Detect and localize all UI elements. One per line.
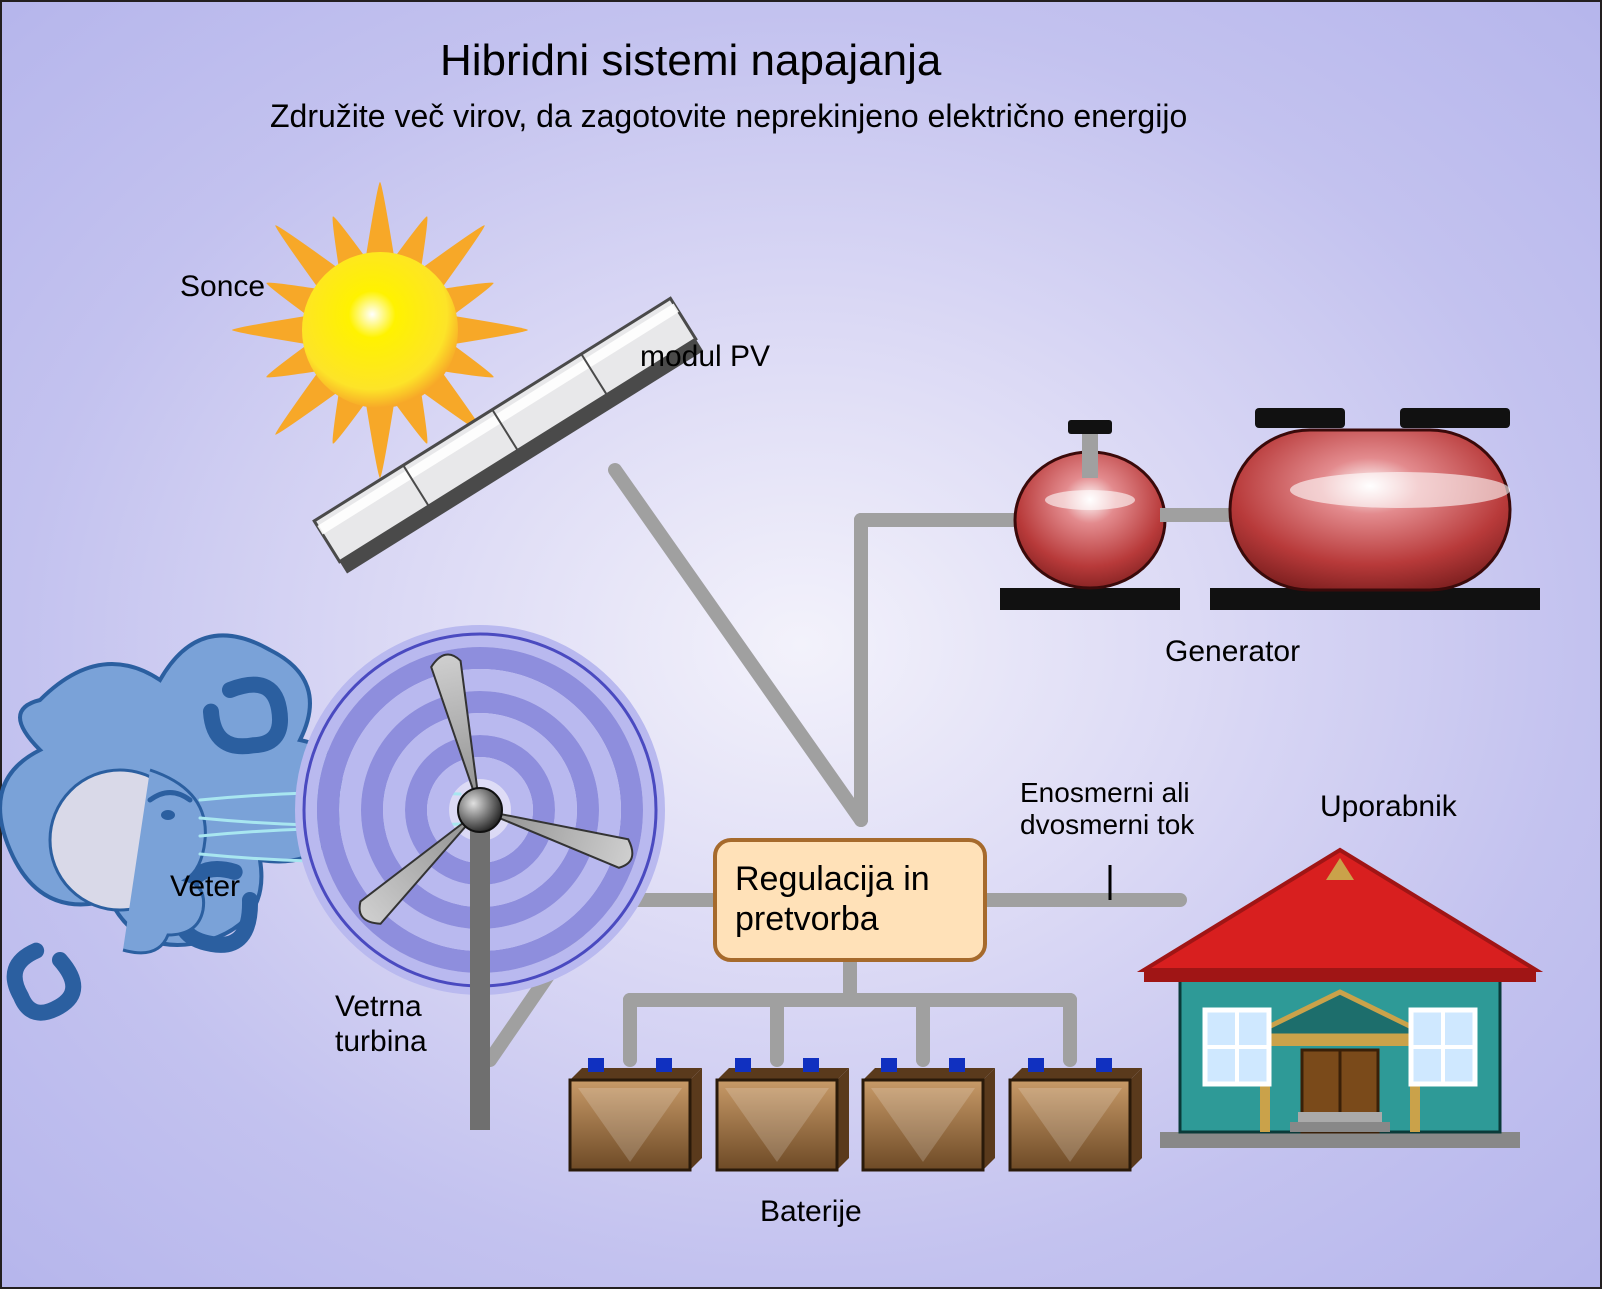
- wind-label: Veter: [170, 870, 240, 905]
- generator-label: Generator: [1165, 635, 1300, 670]
- pv-label: modul PV: [640, 340, 770, 375]
- sun-label: Sonce: [180, 270, 265, 305]
- user-label: Uporabnik: [1320, 790, 1457, 825]
- title-text: Hibridni sistemi napajanja: [440, 36, 941, 87]
- flow-label: Enosmerni ali dvosmerni tok: [1020, 777, 1194, 841]
- diagram-svg: Regulacija inpretvorba: [0, 0, 1602, 1289]
- diagram-stage: Regulacija inpretvorba Hibridni sistemi …: [0, 0, 1602, 1289]
- turbine-label: Vetrna turbina: [335, 990, 427, 1059]
- subtitle-text: Združite več virov, da zagotovite neprek…: [270, 98, 1187, 135]
- batteries-label: Baterije: [760, 1195, 862, 1230]
- regulator-box: Regulacija inpretvorba: [715, 840, 985, 960]
